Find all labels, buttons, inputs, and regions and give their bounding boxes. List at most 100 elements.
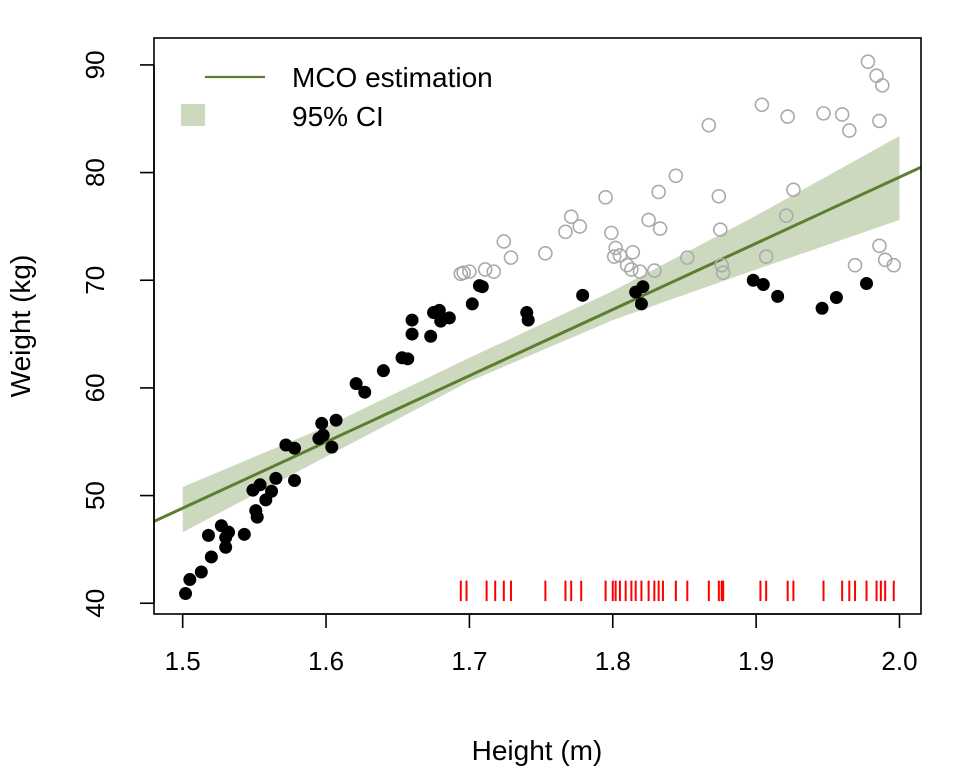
data-point-open bbox=[558, 224, 573, 240]
legend-fill-swatch bbox=[181, 104, 205, 126]
x-axis-label: Height (m) bbox=[472, 735, 603, 766]
x-tick-label: 1.9 bbox=[738, 646, 774, 676]
data-point-open bbox=[486, 264, 502, 279]
data-point-filled bbox=[401, 352, 415, 366]
data-point-filled bbox=[634, 297, 648, 311]
data-point-open bbox=[668, 168, 684, 184]
data-point-filled bbox=[287, 441, 301, 455]
y-tick-label: 50 bbox=[80, 481, 110, 510]
data-point-filled bbox=[442, 311, 456, 325]
data-point-open bbox=[598, 190, 613, 205]
data-point-open bbox=[847, 257, 863, 273]
data-point-open bbox=[632, 264, 648, 279]
fit-line bbox=[154, 165, 921, 523]
data-point-open bbox=[872, 113, 887, 129]
data-point-filled bbox=[287, 473, 301, 487]
data-point-open bbox=[606, 249, 622, 264]
data-point-open bbox=[778, 208, 794, 223]
rug-layer bbox=[459, 580, 895, 602]
data-point-open bbox=[758, 249, 774, 264]
data-point-filled bbox=[219, 540, 233, 554]
data-point-open bbox=[572, 219, 588, 234]
fit-line-layer bbox=[154, 165, 921, 523]
data-point-open bbox=[456, 265, 471, 281]
data-point-open bbox=[462, 264, 477, 279]
data-point-filled bbox=[179, 587, 193, 601]
data-point-open bbox=[874, 78, 890, 93]
data-point-open bbox=[780, 109, 795, 124]
data-point-open bbox=[624, 262, 639, 277]
data-point-filled bbox=[183, 573, 197, 587]
ci-band bbox=[182, 136, 900, 533]
data-point-filled bbox=[253, 478, 267, 492]
data-point-open bbox=[538, 246, 553, 261]
data-point-filled bbox=[237, 527, 251, 541]
x-axis: 1.5 1.6 1.7 1.8 1.9 2.0 bbox=[165, 613, 918, 676]
data-point-open bbox=[680, 250, 695, 265]
data-point-open bbox=[651, 184, 666, 200]
legend: MCO estimation 95% CI bbox=[181, 62, 493, 132]
data-point-filled bbox=[250, 510, 264, 524]
data-point-open bbox=[712, 222, 728, 237]
data-point-filled bbox=[349, 377, 363, 391]
data-point-open bbox=[786, 182, 801, 198]
data-point-filled bbox=[815, 301, 829, 315]
data-point-open bbox=[842, 123, 857, 138]
data-point-filled bbox=[405, 313, 419, 327]
ci-band-layer bbox=[182, 136, 900, 533]
y-tick-label: 60 bbox=[80, 373, 110, 402]
data-point-open bbox=[604, 225, 619, 241]
data-point-filled bbox=[576, 288, 590, 302]
data-point-open bbox=[608, 240, 623, 256]
data-point-filled bbox=[746, 273, 760, 287]
data-point-filled bbox=[376, 364, 390, 378]
data-point-filled bbox=[269, 471, 283, 485]
data-point-filled bbox=[475, 280, 489, 294]
data-point-filled bbox=[265, 484, 279, 498]
data-point-open bbox=[714, 257, 730, 273]
data-point-filled bbox=[521, 313, 535, 327]
data-point-open bbox=[715, 265, 731, 281]
data-point-open bbox=[860, 54, 876, 69]
data-point-open bbox=[641, 212, 656, 228]
data-point-filled bbox=[636, 280, 650, 294]
data-point-open bbox=[563, 209, 579, 225]
data-point-filled bbox=[405, 327, 419, 341]
data-point-filled bbox=[316, 428, 330, 442]
x-tick-label: 2.0 bbox=[881, 646, 917, 676]
data-point-open bbox=[886, 257, 902, 273]
y-tick-label: 40 bbox=[80, 589, 110, 618]
data-point-filled bbox=[201, 528, 215, 542]
y-axis-label: Weight (kg) bbox=[5, 255, 36, 398]
data-point-open bbox=[711, 188, 727, 204]
data-point-open bbox=[647, 263, 662, 278]
data-point-filled bbox=[325, 440, 339, 454]
data-point-filled bbox=[771, 289, 785, 303]
data-point-filled bbox=[860, 276, 874, 290]
x-tick-label: 1.5 bbox=[165, 646, 201, 676]
data-point-open bbox=[872, 238, 887, 254]
data-point-open bbox=[754, 97, 770, 113]
data-point-filled bbox=[329, 413, 343, 427]
x-tick-label: 1.7 bbox=[451, 646, 487, 676]
data-point-open bbox=[496, 234, 512, 249]
data-point-filled bbox=[204, 550, 218, 564]
data-point-filled bbox=[756, 278, 770, 292]
data-point-open bbox=[816, 106, 831, 121]
legend-label-estimation: MCO estimation bbox=[292, 62, 493, 93]
legend-label-ci: 95% CI bbox=[292, 101, 384, 132]
data-point-filled bbox=[358, 385, 372, 399]
data-point-open bbox=[701, 117, 717, 133]
y-axis: 40 50 60 70 80 90 bbox=[80, 50, 155, 618]
x-tick-label: 1.8 bbox=[595, 646, 631, 676]
data-point-open bbox=[477, 262, 493, 277]
data-point-open bbox=[834, 107, 850, 122]
data-point-open bbox=[619, 257, 635, 273]
data-point-filled bbox=[222, 525, 236, 539]
y-tick-label: 80 bbox=[80, 158, 110, 187]
points-layer bbox=[179, 54, 902, 601]
data-point-filled bbox=[194, 565, 208, 579]
data-point-filled bbox=[432, 303, 446, 317]
